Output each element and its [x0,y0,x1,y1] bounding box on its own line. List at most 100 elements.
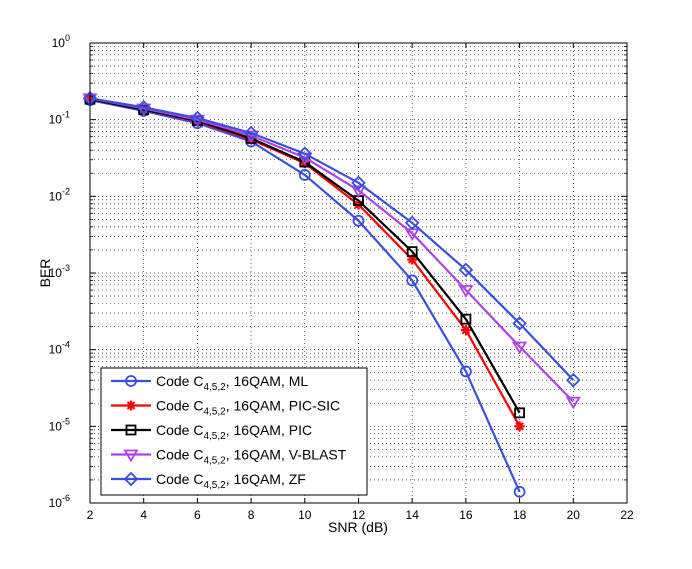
legend-label-main: Code C [156,447,203,463]
series-line-5 [89,97,575,381]
legend-label: Code C4,5,2, 16QAM, V-BLAST [156,447,347,467]
data-point-2 [407,254,418,265]
legend-item: Code C4,5,2, 16QAM, PIC [111,422,312,442]
legend-label: Code C4,5,2, 16QAM, PIC [156,422,312,442]
legend-item: Code C4,5,2, 16QAM, ML [111,373,308,393]
data-point-2 [460,325,471,336]
y-tick-base: 10 [52,36,66,50]
legend-label-rest: , 16QAM, ML [226,373,309,389]
y-tick-exponent: 0 [65,33,70,43]
x-tick-label: 12 [352,508,366,522]
star-stroke [126,401,136,410]
data-point-5 [243,125,259,141]
data-point-2 [514,421,525,432]
x-tick-label: 6 [194,508,201,522]
data-point-4 [565,396,581,410]
y-tick-label: 10-1 [49,110,70,127]
y-tick-base: 10 [49,266,63,280]
y-tick-label: 100 [52,33,70,50]
legend-label-rest: , 16QAM, ZF [226,471,306,487]
legend-label-rest: , 16QAM, PIC-SIC [226,398,340,414]
x-tick-label: 20 [567,508,581,522]
x-tick-label: 22 [620,508,634,522]
legend-label-subscript: 4,5,2 [203,431,226,442]
x-axis-title: SNR (dB) [328,519,388,535]
legend-label-main: Code C [156,471,203,487]
series-line-4 [89,97,575,403]
x-tick-label: 18 [513,508,527,522]
series-group [82,91,581,498]
series-line-1 [89,99,521,493]
legend-label: Code C4,5,2, 16QAM, ML [156,373,308,393]
y-tick-exponent: -1 [62,110,70,120]
x-tick-label: 4 [140,508,147,522]
legend-label-main: Code C [156,422,203,438]
y-tick-base: 10 [49,189,63,203]
y-tick-base: 10 [49,343,63,357]
legend-swatch-marker [126,400,136,411]
legend-item: Code C4,5,2, 16QAM, PIC-SIC [111,398,340,418]
legend-item: Code C4,5,2, 16QAM, ZF [111,471,306,491]
data-point-1 [459,365,472,378]
y-axis-title: BER [37,259,53,288]
x-tick-label: 16 [459,508,473,522]
data-point-5 [136,100,151,115]
y-tick-base: 10 [49,113,63,127]
data-point-4 [512,341,528,355]
y-tick-base: 10 [49,419,63,433]
data-point-1 [406,274,419,287]
y-tick-exponent: -5 [62,416,70,426]
legend-label-subscript: 4,5,2 [203,382,226,393]
y-tick-label: 10-6 [49,493,70,510]
star-stroke [515,422,524,431]
y-tick-exponent: -4 [62,340,70,350]
y-tick-label: 10-3 [49,263,70,280]
data-point-3 [406,246,418,258]
y-tick-label: 10-5 [49,416,70,433]
data-point-5 [566,372,581,388]
data-point-3 [460,313,472,325]
legend-label-subscript: 4,5,2 [203,456,226,467]
star-stroke [407,255,417,264]
legend-label-rest: , 16QAM, V-BLAST [226,447,347,463]
legend-label-main: Code C [156,398,203,414]
legend-swatch-marker [125,375,137,387]
data-point-1 [352,214,365,227]
star-stroke [461,325,471,335]
data-point-3 [514,407,525,419]
data-point-4 [350,185,367,199]
data-point-5 [404,215,420,231]
legend-swatch-marker [123,449,139,463]
data-point-1 [298,169,311,181]
x-tick-label: 8 [248,508,255,522]
x-tick-label: 2 [87,508,94,522]
y-tick-exponent: -2 [62,186,70,196]
data-point-4 [458,285,474,298]
data-point-5 [512,316,527,331]
y-tick-label: 10-2 [49,186,70,203]
legend-label: Code C4,5,2, 16QAM, PIC-SIC [156,398,340,418]
y-tick-exponent: -3 [62,263,70,273]
x-tick-labels: 2 4 6 8 10 12 14 16 18 20 22 [87,508,634,522]
legend-label-subscript: 4,5,2 [203,407,226,418]
data-point-5 [297,146,313,161]
legend-swatch-marker [123,471,139,487]
x-tick-label: 14 [406,508,420,522]
legend-item: Code C4,5,2, 16QAM, V-BLAST [111,447,347,467]
legend-label-main: Code C [156,373,203,389]
data-point-5 [190,110,205,126]
data-point-5 [351,175,366,191]
y-tick-label: 10-4 [49,340,70,357]
y-tick-exponent: -6 [62,493,70,503]
ticks [89,43,628,504]
legend-label: Code C4,5,2, 16QAM, ZF [156,471,306,491]
legend-label-rest: , 16QAM, PIC [226,422,312,438]
legend-label-subscript: 4,5,2 [203,480,226,491]
data-point-1 [513,485,526,498]
data-point-5 [458,262,474,278]
x-tick-label: 10 [298,508,312,522]
legend-box [100,367,368,496]
